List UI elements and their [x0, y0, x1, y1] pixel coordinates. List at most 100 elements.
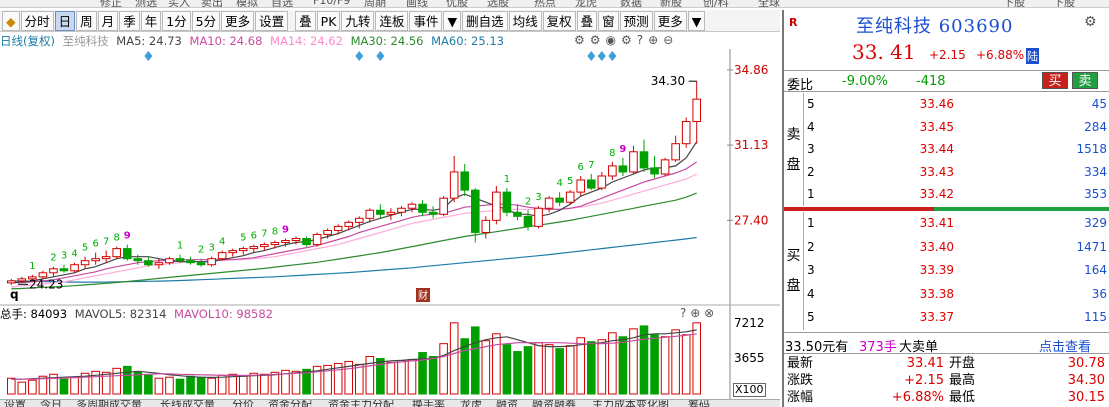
toolbar-button[interactable]: 周: [76, 10, 97, 31]
bottom-tab[interactable]: 分价: [232, 399, 254, 407]
bottom-tab[interactable]: 设置: [4, 399, 26, 407]
gear-icon[interactable]: ⚙: [1084, 14, 1097, 30]
bottom-tab[interactable]: 资金主力分配: [328, 399, 394, 407]
gear-icon[interactable]: ⚙: [621, 33, 632, 47]
price-tick-label: 34.86: [734, 63, 768, 77]
toolbar-button[interactable]: 分时: [20, 10, 54, 31]
top-menu-item[interactable]: 优股: [446, 0, 468, 8]
bottom-tab[interactable]: 龙虎: [460, 399, 482, 407]
settings-icon[interactable]: ⚙: [589, 33, 601, 47]
gear-icon[interactable]: ⚙: [574, 33, 585, 47]
bottom-tab[interactable]: 资金分配: [268, 399, 312, 407]
toolbar-button[interactable]: 更多: [221, 10, 255, 31]
candle-body: [555, 197, 564, 203]
bottom-tab[interactable]: 多周期成交量: [76, 399, 142, 407]
top-menu-item[interactable]: 创/科: [703, 0, 729, 8]
top-menu-item[interactable]: 热点: [534, 0, 556, 8]
top-menu-item[interactable]: 周期: [364, 0, 386, 8]
toolbar-button[interactable]: 年: [140, 10, 162, 31]
candle-body: [270, 242, 280, 246]
top-menu-item[interactable]: 卖出: [201, 0, 223, 8]
zoom-in-icon[interactable]: ⊕: [648, 33, 659, 47]
candle-body: [80, 260, 90, 266]
zoom-in-icon[interactable]: ⊕: [690, 306, 701, 320]
top-menu-item[interactable]: 新股: [660, 0, 682, 8]
close-icon[interactable]: ⊗: [704, 306, 715, 320]
bottom-tab[interactable]: 筹码: [688, 399, 710, 407]
candle-body: [397, 207, 406, 213]
toolbar-button[interactable]: 九转: [341, 10, 375, 31]
order-volume: 115: [1084, 310, 1107, 324]
candle-body: [186, 260, 195, 264]
help-icon[interactable]: ?: [636, 33, 644, 47]
open-value: 30.78: [1067, 356, 1105, 371]
zoom-out-icon[interactable]: ⊖: [663, 33, 674, 47]
td-sequential-label: 8: [272, 227, 278, 238]
toolbar-button[interactable]: 5分: [191, 10, 221, 31]
help-icon[interactable]: ?: [680, 306, 687, 320]
order-price: 33.42: [919, 187, 954, 201]
toolbar-button[interactable]: 设置: [255, 10, 289, 31]
volume-bar: [228, 373, 238, 395]
top-menu-item[interactable]: 买入: [168, 0, 190, 8]
td-sequential-label: 5: [240, 233, 246, 244]
view-detail-link[interactable]: 点击查看: [1039, 340, 1092, 355]
bottom-tab[interactable]: 换手率: [412, 399, 445, 407]
top-menu-item[interactable]: 模拟: [236, 0, 258, 8]
candle-body: [565, 191, 575, 203]
toolbar-button[interactable]: 删自选: [462, 10, 508, 31]
toolbar-button[interactable]: 均线: [508, 10, 542, 31]
ma10-line: [11, 161, 698, 284]
toolbar-button[interactable]: 连板: [375, 10, 409, 31]
toolbar-button[interactable]: 月: [97, 10, 119, 31]
buy-button[interactable]: 买: [1042, 72, 1068, 89]
candle-body: [608, 165, 617, 177]
toolbar-button[interactable]: 季: [119, 10, 140, 31]
top-menu-item[interactable]: 龙虎: [575, 0, 597, 8]
r-tag: R: [789, 16, 798, 29]
bottom-tab[interactable]: 融资: [496, 399, 518, 407]
toolbar-button[interactable]: 1分: [162, 10, 191, 31]
top-menu-item[interactable]: 选股: [487, 0, 509, 8]
toolbar-button[interactable]: 更多: [653, 10, 687, 31]
eye-icon[interactable]: ◉: [605, 33, 617, 47]
bottom-tab[interactable]: 长线成交量: [160, 399, 215, 407]
toolbar-button[interactable]: 事件: [409, 10, 443, 31]
toolbar-button[interactable]: PK: [316, 10, 341, 31]
volume-bar: [449, 322, 459, 395]
dropdown-icon[interactable]: ◆: [2, 10, 20, 31]
sell-button[interactable]: 卖: [1072, 72, 1098, 89]
toolbar-button[interactable]: 日: [54, 10, 76, 31]
bottom-tab[interactable]: 今日: [40, 399, 62, 407]
top-menu-item[interactable]: 自选: [271, 0, 293, 8]
volume-bar: [481, 340, 491, 395]
volume-bar: [260, 373, 269, 395]
volume-bar: [660, 336, 670, 395]
toolbar-button[interactable]: ▼: [687, 10, 706, 31]
bottom-tab[interactable]: 融资融券: [532, 399, 576, 407]
top-menu-item[interactable]: 测选: [135, 0, 157, 8]
bottom-tab[interactable]: 主力成本变化图: [592, 399, 669, 407]
volume-bar: [133, 371, 143, 395]
toolbar-button[interactable]: 叠: [295, 10, 316, 31]
td-sequential-label: 6: [92, 239, 98, 250]
top-menu-item[interactable]: 修正: [100, 0, 122, 8]
volume-unit-button[interactable]: X100: [733, 383, 766, 397]
change-value: +2.15: [904, 373, 944, 388]
top-menu-item[interactable]: 下股: [1003, 0, 1025, 8]
toolbar-button[interactable]: 叠: [576, 10, 598, 31]
volume-bar: [122, 365, 132, 395]
volume-bar: [397, 359, 406, 395]
toolbar-button[interactable]: 窗: [598, 10, 619, 31]
toolbar-button[interactable]: ▼: [443, 10, 462, 31]
toolbar-button[interactable]: 复权: [542, 10, 576, 31]
top-menu-item[interactable]: 数据: [620, 0, 642, 8]
top-menu-item[interactable]: 画线: [406, 0, 428, 8]
top-menu-item[interactable]: F10/F9: [313, 0, 351, 7]
top-menu-item[interactable]: 下股: [1053, 0, 1075, 8]
top-menu-item[interactable]: 全球: [758, 0, 780, 8]
volume-bar: [17, 381, 27, 395]
toolbar-button[interactable]: 预测: [619, 10, 653, 31]
level-label: 1: [807, 216, 815, 230]
